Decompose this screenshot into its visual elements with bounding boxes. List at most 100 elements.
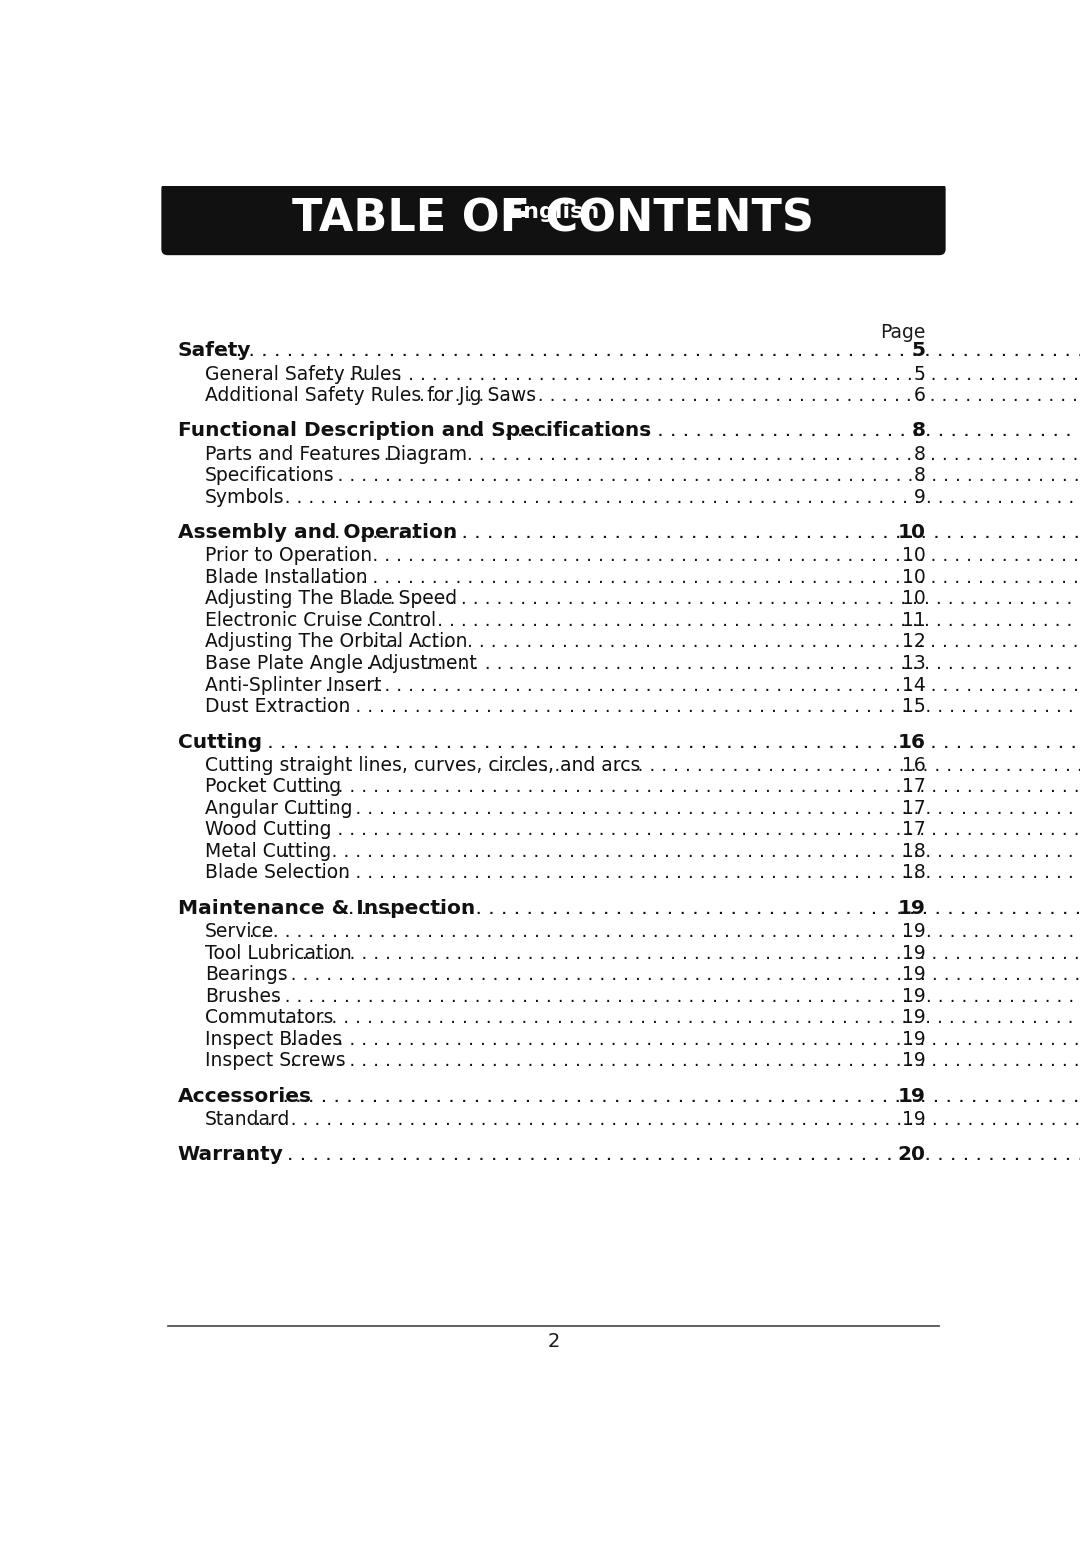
Text: Maintenance & Inspection: Maintenance & Inspection [177, 898, 475, 919]
Text: . . . . . . . . . . . . . . . . . . . . . . . . . . . . . . . . . . . . . . . . : . . . . . . . . . . . . . . . . . . . . … [296, 799, 1080, 818]
Text: Specifications: Specifications [205, 466, 335, 485]
Text: 13: 13 [902, 654, 926, 672]
Text: . . . . . . . . . . . . . . . . . . . . . . . . . . . . . . . . . . . . . . . . : . . . . . . . . . . . . . . . . . . . . … [419, 386, 1080, 406]
Text: . . . . . . . . . . . . . . . . . . . . . . . . . . . . . . . . . . . . . . . . : . . . . . . . . . . . . . . . . . . . . … [366, 654, 1080, 672]
Text: Dust Extraction: Dust Extraction [205, 697, 350, 716]
Text: 16: 16 [897, 733, 926, 751]
Text: 16: 16 [902, 756, 926, 774]
Text: 8: 8 [912, 421, 926, 440]
Text: . . . . . . . . . . . . . . . . . . . . . . . . . . . . . . . . . . . . . . . . : . . . . . . . . . . . . . . . . . . . . … [289, 1052, 1080, 1070]
Text: 20: 20 [897, 1145, 926, 1165]
Text: . . . . . . . . . . . . . . . . . . . . . . . . . . . . . . . . . . . . . . . . : . . . . . . . . . . . . . . . . . . . . … [248, 987, 1080, 1005]
Text: Parts and Features Diagram: Parts and Features Diagram [205, 445, 467, 463]
Text: 18: 18 [902, 863, 926, 883]
Text: . . . . . . . . . . . . . . . . . . . . . . . . . . . . . . . . . . . . . . . . : . . . . . . . . . . . . . . . . . . . . … [289, 1030, 1080, 1049]
Text: 19: 19 [902, 965, 926, 984]
Text: Anti-Splinter Insert: Anti-Splinter Insert [205, 675, 381, 694]
Text: . . . . . . . . . . . . . . . . . . . . . . . . . . . . . . . . . . . . . . . . : . . . . . . . . . . . . . . . . . . . . … [248, 488, 1080, 507]
Text: . . . . . . . . . . . . . . . . . . . . . . . . . . . . . . . . . . . . . . . . : . . . . . . . . . . . . . . . . . . . . … [348, 898, 1080, 919]
Text: . . . . . . . . . . . . . . . . . . . . . . . . . . . . . . . . . . . . . . . . : . . . . . . . . . . . . . . . . . . . . … [325, 675, 1080, 694]
Text: 10: 10 [902, 589, 926, 609]
Text: . . . . . . . . . . . . . . . . . . . . . . . . . . . . . . . . . . . . . . . . : . . . . . . . . . . . . . . . . . . . . … [301, 943, 1080, 962]
Text: 19: 19 [902, 1111, 926, 1129]
Text: 11: 11 [902, 610, 926, 630]
Text: Inspect Blades: Inspect Blades [205, 1030, 342, 1049]
Text: Prior to Operation: Prior to Operation [205, 547, 372, 565]
Text: 19: 19 [902, 1008, 926, 1027]
Text: 12: 12 [902, 632, 926, 652]
Text: Angular Cutting: Angular Cutting [205, 799, 352, 818]
Text: Functional Description and Specifications: Functional Description and Specification… [177, 421, 651, 440]
Text: . . . . . . . . . . . . . . . . . . . . . . . . . . . . . . . . . . . . . . . . : . . . . . . . . . . . . . . . . . . . . … [354, 589, 1080, 609]
FancyBboxPatch shape [488, 192, 619, 232]
Text: . . . . . . . . . . . . . . . . . . . . . . . . . . . . . . . . . . . . . . . . : . . . . . . . . . . . . . . . . . . . . … [255, 965, 1080, 984]
Text: Inspect Screws: Inspect Screws [205, 1052, 346, 1070]
Text: Assembly and Operation: Assembly and Operation [177, 524, 457, 542]
Text: Bearings: Bearings [205, 965, 287, 984]
Text: 19: 19 [902, 943, 926, 962]
Text: Base Plate Angle Adjustment: Base Plate Angle Adjustment [205, 654, 476, 672]
Text: . . . . . . . . . . . . . . . . . . . . . . . . . . . . . . . . . . . . . . . . : . . . . . . . . . . . . . . . . . . . . … [255, 1111, 1080, 1129]
Text: Warranty: Warranty [177, 1145, 283, 1165]
Text: Symbols: Symbols [205, 488, 284, 507]
Text: . . . . . . . . . . . . . . . . . . . . . . . . . . . . . . . . . . . . . . . . : . . . . . . . . . . . . . . . . . . . . … [237, 1145, 1080, 1165]
Text: Wood Cutting: Wood Cutting [205, 821, 332, 840]
Text: . . . . . . . . . . . . . . . . . . . . . . . . . . . . . . . . . . . . . . . . : . . . . . . . . . . . . . . . . . . . . … [354, 610, 1080, 630]
Text: Adjusting The Blade Speed: Adjusting The Blade Speed [205, 589, 457, 609]
Text: Cutting: Cutting [177, 733, 261, 751]
Text: . . . . . . . . . . . . . . . . . . . . . . . . . . . . . . . . . . . . . . . . : . . . . . . . . . . . . . . . . . . . . … [313, 568, 1080, 587]
Text: Adjusting The Orbital Action: Adjusting The Orbital Action [205, 632, 468, 652]
FancyBboxPatch shape [161, 183, 946, 256]
Text: 5: 5 [912, 341, 926, 361]
Text: Tool Lubrication: Tool Lubrication [205, 943, 351, 962]
Text: Blade Installation: Blade Installation [205, 568, 367, 587]
Text: . . . . . . . . . . . . . . . . . . . . . . . . . . . . . . . . . . . . . . . . : . . . . . . . . . . . . . . . . . . . . … [257, 1087, 1080, 1106]
Text: 19: 19 [902, 987, 926, 1005]
Text: Commutators: Commutators [205, 1008, 333, 1027]
Text: Additional Safety Rules for Jig Saws: Additional Safety Rules for Jig Saws [205, 386, 536, 406]
Text: . . . . . . . . . . . . . . . . . . . . . . . . . . . . . . . . . . . . . . . . : . . . . . . . . . . . . . . . . . . . . … [229, 733, 1080, 751]
Text: . . . . . . . . . . . . . . . . . . . . . . . . . . . . . . . . . . . . . . . . : . . . . . . . . . . . . . . . . . . . . … [272, 1008, 1080, 1027]
Text: Electronic Cruise Control: Electronic Cruise Control [205, 610, 436, 630]
Text: TABLE OF CONTENTS: TABLE OF CONTENTS [293, 197, 814, 240]
Text: 6: 6 [914, 386, 926, 406]
Text: Accessories: Accessories [177, 1087, 312, 1106]
Text: . . . . . . . . . . . . . . . . . . . . . . . . . . . . . . . . . . . . . . . . : . . . . . . . . . . . . . . . . . . . . … [279, 821, 1080, 840]
Text: . . . . . . . . . . . . . . . . . . . . . . . . . . . . . . . . . . . . . . . . : . . . . . . . . . . . . . . . . . . . . … [222, 341, 1080, 361]
Text: 8: 8 [914, 466, 926, 485]
Text: Brushes: Brushes [205, 987, 281, 1005]
Text: 10: 10 [897, 524, 926, 542]
Text: . . . . . . . . . . . . . . . . . . . . . . . . . . . . . . . . . . . . . . . . : . . . . . . . . . . . . . . . . . . . . … [361, 445, 1080, 463]
Text: 17: 17 [902, 821, 926, 840]
Text: . . . . . . . . . . . . . . . . . . . . . . . . . . . . . . . . . . . . . . . . : . . . . . . . . . . . . . . . . . . . . … [289, 466, 1080, 485]
Text: . . . . . . . . . . . . . . . . . . . . . . . . . . . . . . . . . . . . . . . . : . . . . . . . . . . . . . . . . . . . . … [289, 778, 1080, 796]
Text: . . . . . . . . . . . . . . . . . . . . . . . . . . . . . . . . . . . . . . . . : . . . . . . . . . . . . . . . . . . . . … [325, 364, 1080, 384]
Text: . . . . . . . . . . . . . . . . . . . . . . . . . . . . . . . . . . . . . . . . : . . . . . . . . . . . . . . . . . . . . … [284, 843, 1080, 861]
Text: Pocket Cutting: Pocket Cutting [205, 778, 341, 796]
Text: 18: 18 [902, 843, 926, 861]
Text: Safety: Safety [177, 341, 252, 361]
Text: Service: Service [205, 922, 274, 940]
Text: Metal Cutting: Metal Cutting [205, 843, 330, 861]
Text: 9: 9 [914, 488, 926, 507]
Text: . . . . . . . . . . . . . . . . . . . . . . . . . . . . . . . . . . . . . . . . : . . . . . . . . . . . . . . . . . . . . … [372, 632, 1080, 652]
Text: . . . . . . . . . . . . . . . . . . . . . . . . . . . . . . . . . . . . . . . . : . . . . . . . . . . . . . . . . . . . . … [334, 524, 1080, 542]
Text: 19: 19 [902, 1030, 926, 1049]
Text: 15: 15 [902, 697, 926, 716]
Text: 19: 19 [902, 922, 926, 940]
Text: . . . . . . . . . . . . . . . . . . . . . . . . . . . . . . . . . . . . . . . . : . . . . . . . . . . . . . . . . . . . . … [296, 697, 1080, 716]
Text: . . . . . . . . . . . . . . . . . . . . . . . . . . . . . . . . . . . . . . . . : . . . . . . . . . . . . . . . . . . . . … [296, 863, 1080, 883]
Text: 8: 8 [914, 445, 926, 463]
Text: . . . . . . . . . . . . . . . . . . . . . . . . . . . . . . . . . . . . . . . . : . . . . . . . . . . . . . . . . . . . . … [467, 421, 1080, 440]
Text: . . . . . . . . . . . . . . . . . . . . . . . . . . . . . . . . . . . . . . . . : . . . . . . . . . . . . . . . . . . . . … [313, 547, 1080, 565]
Text: English: English [508, 201, 599, 222]
Text: 10: 10 [902, 547, 926, 565]
Text: 19: 19 [902, 1052, 926, 1070]
Text: Cutting straight lines, curves, circles, and arcs: Cutting straight lines, curves, circles,… [205, 756, 640, 774]
Text: 19: 19 [897, 1087, 926, 1106]
Text: 19: 19 [897, 898, 926, 919]
Text: 17: 17 [902, 778, 926, 796]
Text: Page: Page [880, 322, 926, 342]
Text: . . . . . . . . . . . . . . . . . . . . . . . . . . . . . . . . . . . . . . . . : . . . . . . . . . . . . . . . . . . . . … [248, 922, 1080, 940]
Text: General Safety Rules: General Safety Rules [205, 364, 401, 384]
